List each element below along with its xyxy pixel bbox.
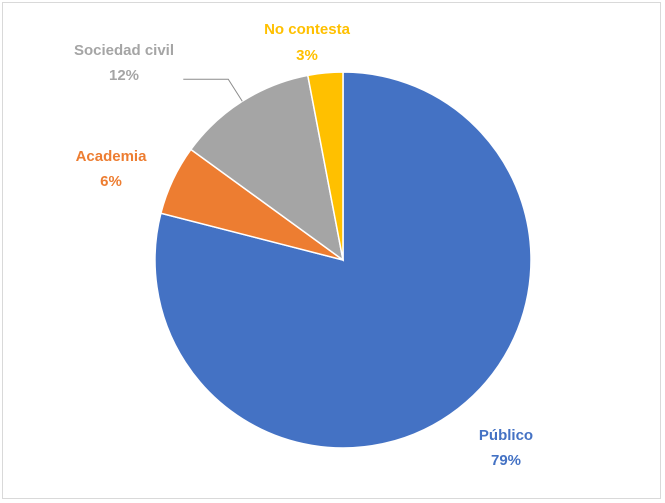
label-no-contesta: No contesta [264, 21, 351, 38]
value-sociedad-civil: 12% [109, 67, 139, 84]
pie-slices [154, 71, 532, 449]
label-sociedad-civil: Sociedad civil [74, 42, 174, 59]
pie-slice-no-contesta [306, 71, 344, 261]
label-academia: Academia [76, 148, 148, 165]
leader-line-sociedad-civil [183, 78, 243, 102]
label-publico: Público [479, 427, 533, 444]
pie-slice-sociedad-civil [189, 74, 345, 262]
value-no-contesta: 3% [296, 47, 318, 64]
value-academia: 6% [100, 173, 122, 190]
value-publico: 79% [491, 452, 521, 469]
